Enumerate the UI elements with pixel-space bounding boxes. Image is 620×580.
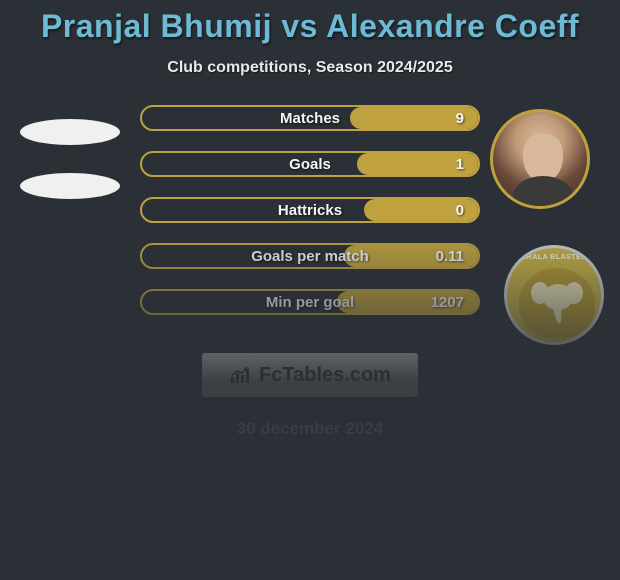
brand-text: FcTables.com xyxy=(259,364,391,387)
page-title: Pranjal Bhumij vs Alexandre Coeff xyxy=(0,8,620,45)
stat-row-gpm: Goals per match 0.11 xyxy=(140,243,480,269)
bar-value: 0 xyxy=(456,199,464,221)
bar-label: Goals per match xyxy=(142,245,478,267)
elephant-icon xyxy=(529,278,585,326)
bar-outline: Goals 1 xyxy=(140,151,480,177)
bar-outline: Min per goal 1207 xyxy=(140,289,480,315)
stats-area: Matches 9 Goals 1 Hattricks 0 xyxy=(0,105,620,345)
bar-chart-icon xyxy=(229,365,255,385)
stat-row-goals: Goals 1 xyxy=(140,151,480,177)
ellipse-marker xyxy=(20,119,120,145)
club-badge-text: KERALA BLASTERS xyxy=(507,254,601,261)
stat-row-matches: Matches 9 xyxy=(140,105,480,131)
bar-label: Hattricks xyxy=(142,199,478,221)
bar-value: 0.11 xyxy=(436,245,464,267)
bar-label: Min per goal xyxy=(142,291,478,313)
club-logo-right: KERALA BLASTERS xyxy=(504,245,604,345)
date-text: 30 december 2024 xyxy=(0,419,620,439)
bar-outline: Matches 9 xyxy=(140,105,480,131)
bar-label: Goals xyxy=(142,153,478,175)
ellipse-marker xyxy=(20,173,120,199)
stat-bars: Matches 9 Goals 1 Hattricks 0 xyxy=(140,105,480,335)
bar-outline: Hattricks 0 xyxy=(140,197,480,223)
player-avatar-right xyxy=(490,109,590,209)
subtitle: Club competitions, Season 2024/2025 xyxy=(0,59,620,77)
bar-value: 1207 xyxy=(431,291,464,313)
left-player-markers xyxy=(20,119,120,227)
brand-box[interactable]: FcTables.com xyxy=(202,353,418,397)
comparison-card: Pranjal Bhumij vs Alexandre Coeff Club c… xyxy=(0,0,620,439)
bar-outline: Goals per match 0.11 xyxy=(140,243,480,269)
stat-row-mpg: Min per goal 1207 xyxy=(140,289,480,315)
bar-value: 9 xyxy=(456,107,464,129)
stat-row-hattricks: Hattricks 0 xyxy=(140,197,480,223)
bar-value: 1 xyxy=(456,153,464,175)
bar-label: Matches xyxy=(142,107,478,129)
